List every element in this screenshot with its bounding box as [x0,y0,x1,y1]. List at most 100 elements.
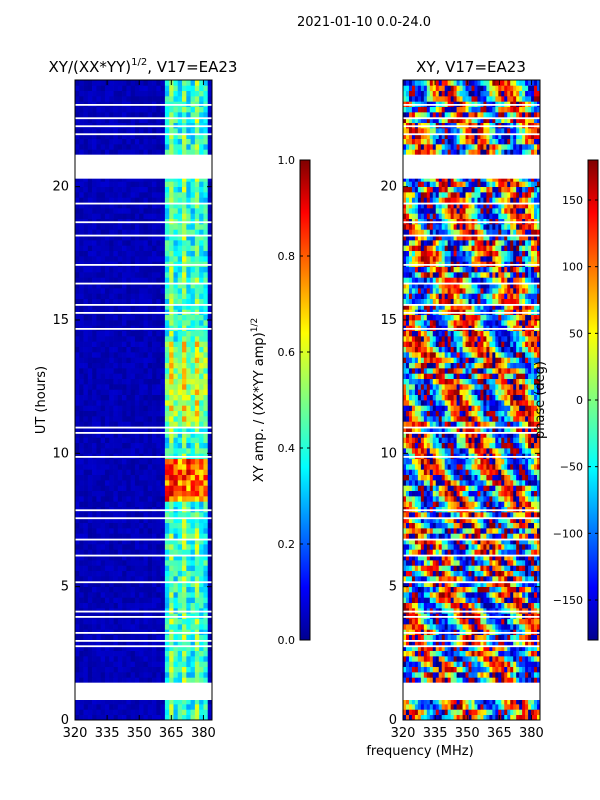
heatmap-cell [143,709,149,716]
heatmap-cell [186,373,191,380]
heatmap-cell [75,528,80,534]
heatmap-cell [483,618,487,625]
heatmap-cell [130,208,136,214]
heatmap-cell [134,437,140,444]
heatmap-cell [411,618,416,625]
heatmap-cell [203,112,209,118]
heatmap-cell [83,112,89,118]
heatmap-cell [79,346,84,353]
heatmap-cell [164,645,170,652]
heatmap-cell [75,432,80,438]
heatmap-cell [79,474,84,481]
heatmap-cell [130,704,136,710]
heatmap-cell [498,714,502,721]
heatmap-cell [164,538,170,545]
heatmap-cell [164,602,170,609]
heatmap-cell [130,522,136,529]
heatmap-cell [199,256,204,262]
heatmap-cell [117,640,123,646]
colorbar-amplitude: 0.00.20.40.60.81.0 XY amp. / (XX*YY amp)… [250,154,311,647]
heatmap-cell [83,624,89,630]
heatmap-cell [75,272,80,278]
panel-amplitude-xticks: 320 335 350 365 380 [63,80,216,741]
heatmap-cell [117,581,123,588]
heatmap-cell [113,357,119,364]
heatmap-cell [456,709,460,716]
heatmap-cell [190,533,196,540]
heatmap-cell [182,85,187,92]
heatmap-cell [426,602,431,609]
heatmap-cell [147,496,153,502]
heatmap-cell [96,672,102,678]
heatmap-cell [104,282,110,289]
heatmap-cell [122,320,127,326]
heatmap-cell [173,624,179,630]
heatmap-cell [462,698,466,705]
heatmap-cell [152,544,157,550]
heatmap-cell [87,677,93,684]
heatmap-cell [465,672,469,678]
heatmap-cell [79,549,84,556]
heatmap-cell [420,597,425,604]
heatmap-cell [203,389,209,396]
heatmap-cell [169,394,174,401]
y-tick-label: 0 [61,713,69,728]
heatmap-cell [190,704,196,710]
heatmap-cell [147,282,153,289]
heatmap-cell [164,80,170,86]
heatmap-cell [510,650,514,657]
heatmap-cell [109,186,114,193]
heatmap-cell [408,602,413,609]
heatmap-cell [139,320,144,326]
heatmap-cell [519,640,523,646]
heatmap-cell [203,341,209,348]
heatmap-cell [190,314,196,321]
heatmap-cell [525,661,529,668]
heatmap-cell [207,400,213,406]
heatmap-cell [75,640,80,646]
heatmap-cell [182,634,187,641]
heatmap-cell [186,192,191,198]
heatmap-cell [447,661,451,668]
heatmap-cell [403,640,407,646]
heatmap-cell [510,698,514,705]
heatmap-cell [75,96,80,102]
heatmap-cell [420,677,425,684]
heatmap-cell [96,149,102,156]
heatmap-cell [486,672,490,678]
heatmap-cell [173,133,179,140]
heatmap-cell [79,144,84,150]
heatmap-cell [510,677,514,684]
heatmap-cell [117,293,123,300]
heatmap-cell [177,186,183,193]
heatmap-cell [147,208,153,214]
heatmap-cell [139,192,144,198]
heatmap-cell [117,490,123,497]
heatmap-cell [164,378,170,385]
heatmap-cell [122,458,127,465]
heatmap-cell [117,330,123,337]
heatmap-cell [109,357,114,364]
heatmap-cell [203,256,209,262]
heatmap-cell [403,704,407,710]
heatmap-cell [207,704,213,710]
heatmap-cell [75,288,80,294]
heatmap-cell [92,85,97,92]
heatmap-cell [147,698,153,705]
heatmap-cell [169,400,174,406]
heatmap-cell [109,85,114,92]
heatmap-cell [122,234,127,241]
heatmap-cell [75,346,80,353]
heatmap-cell [169,533,174,540]
heatmap-cell [117,362,123,369]
heatmap-cell [139,666,144,673]
heatmap-cell [207,560,213,566]
heatmap-cell [177,266,183,273]
heatmap-cell [199,138,204,145]
heatmap-cell [182,368,187,374]
heatmap-cell [152,80,157,86]
heatmap-cell [130,240,136,246]
heatmap-cell [122,517,127,524]
heatmap-cell [113,272,119,278]
heatmap-cell [489,704,493,710]
